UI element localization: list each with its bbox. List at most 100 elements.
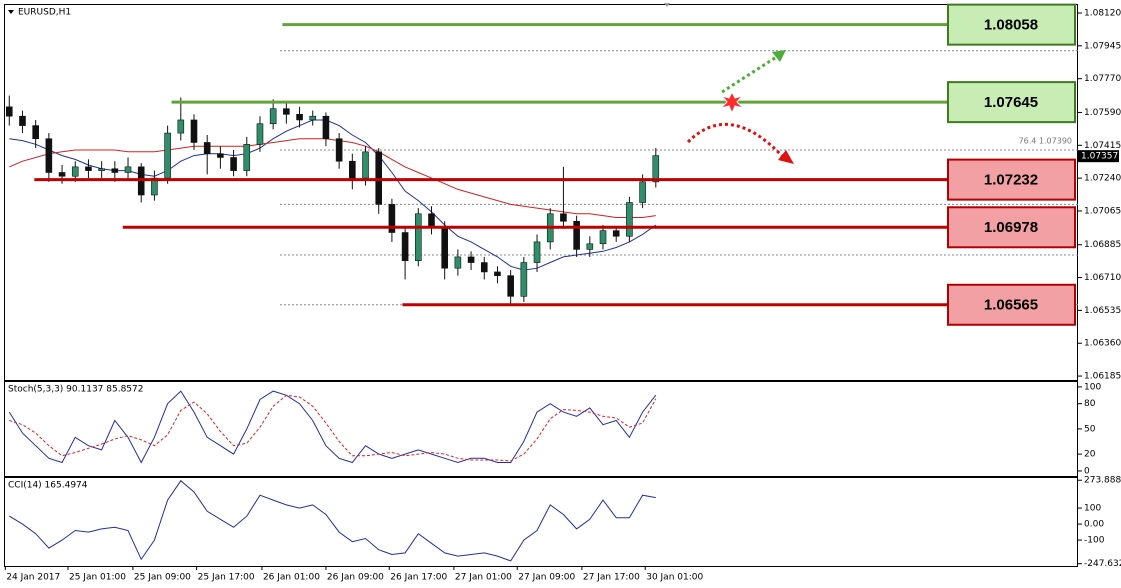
y-tick-label: 100 — [1084, 382, 1101, 392]
y-tick-label: 273.8884 — [1084, 476, 1121, 486]
level-label: 1.07232 — [984, 172, 1038, 189]
y-tick-label: 0.00 — [1084, 520, 1104, 530]
candle-body — [269, 108, 277, 125]
x-tick-label: 26 Jan 17:00 — [390, 573, 447, 583]
panel-title: Stoch(5,3,3) 90.1137 85.8572 — [8, 385, 143, 395]
candle-body — [612, 230, 620, 237]
panel-frames — [4, 4, 1078, 567]
level-label: 1.07645 — [984, 94, 1038, 111]
y-tick-label: 20 — [1084, 450, 1096, 460]
y-tick-label: 100 — [1084, 504, 1101, 514]
x-tick-label: 30 Jan 01:00 — [646, 573, 703, 583]
x-tick-label: 26 Jan 09:00 — [327, 573, 384, 583]
menu-triangle[interactable] — [8, 10, 14, 14]
candle-body — [58, 172, 66, 177]
candle-body — [375, 151, 383, 205]
marks: EURUSD,H1 1.08120 1.07945 1.07770 1.07590 1.0… — [4, 3, 1121, 583]
y-tick-label: 1.06535 — [1084, 306, 1121, 316]
level-label: 1.08058 — [984, 17, 1038, 34]
candle-body — [19, 115, 26, 126]
line — [8, 390, 657, 464]
up-arrow — [721, 54, 779, 94]
candle-body — [309, 115, 317, 121]
level-label: 1.06565 — [984, 297, 1038, 314]
y-tick-label: 1.07945 — [1084, 41, 1121, 51]
candle-body — [111, 168, 119, 173]
level-box — [947, 206, 1076, 249]
y-tick-label: 1.07415 — [1084, 141, 1121, 151]
candle-body — [71, 166, 79, 177]
candle-body — [599, 230, 607, 245]
candle-body — [217, 153, 224, 158]
y-tick-label: 1.06185 — [1084, 372, 1121, 382]
y-tick-label: 50 — [1084, 424, 1096, 434]
current-price-box — [1078, 150, 1119, 163]
candle-body — [480, 262, 488, 273]
candle-body — [507, 275, 514, 297]
x-tick-label: 26 Jan 01:00 — [263, 573, 320, 583]
candle-body — [626, 202, 633, 237]
candle-body — [401, 232, 409, 261]
candle-body — [573, 220, 580, 250]
y-tick-label: 1.07770 — [1084, 74, 1121, 84]
candle-body — [520, 262, 528, 297]
candle-body — [85, 166, 92, 171]
y-tick-label: -247.6326 — [1084, 559, 1121, 569]
level-box — [947, 81, 1076, 124]
level-box — [947, 283, 1076, 326]
candle-body — [98, 168, 105, 171]
x-tick-label: 27 Jan 01:00 — [455, 573, 512, 583]
level-label: 1.06978 — [984, 219, 1038, 236]
candle-body — [5, 106, 13, 117]
fib-annotation: 76.4 1.07390 — [1019, 136, 1072, 145]
y-tick-label: 1.07240 — [1084, 174, 1121, 184]
x-tick-label: 25 Jan 17:00 — [198, 573, 255, 583]
candle-body — [256, 123, 264, 145]
candle-body — [322, 115, 330, 140]
y-tick-label: -100 — [1084, 536, 1105, 546]
level-box — [947, 158, 1076, 201]
candle-body — [190, 119, 198, 143]
candle-body — [414, 213, 422, 261]
y-tick-label: 0 — [1084, 466, 1090, 476]
candle-body — [560, 213, 567, 222]
candle-body — [124, 166, 132, 173]
level-box — [947, 3, 1076, 46]
y-tick-label: 1.08120 — [1084, 9, 1121, 19]
line — [9, 394, 657, 462]
y-tick-label: 1.06360 — [1084, 339, 1121, 349]
candle-body — [45, 138, 53, 173]
up-arrow-head — [772, 50, 786, 62]
down-arrow — [686, 122, 786, 160]
line — [9, 138, 656, 218]
candle-body — [586, 243, 594, 250]
candle-body — [177, 119, 185, 134]
candle-body — [441, 226, 448, 269]
candle-body — [32, 125, 39, 140]
x-tick-label: 25 Jan 01:00 — [69, 573, 126, 583]
candle-body — [283, 108, 290, 115]
candle-body — [454, 256, 462, 269]
candle-body — [230, 157, 237, 171]
x-tick-label: 27 Jan 17:00 — [583, 573, 640, 583]
candle-body — [151, 177, 158, 196]
candle-body — [494, 271, 501, 276]
y-tick-label: 1.07590 — [1084, 108, 1121, 118]
x-tick-label: 25 Jan 09:00 — [134, 573, 191, 583]
y-tick-label: 80 — [1084, 399, 1096, 409]
scroll-marker — [664, 3, 670, 7]
panel-title: CCI(14) 165.4974 — [8, 481, 88, 491]
candle-body — [428, 213, 435, 228]
current-price-label: 1.07357 — [1081, 152, 1118, 162]
candle-body — [533, 241, 541, 263]
x-tick-label: 27 Jan 09:00 — [518, 573, 575, 583]
candle-body — [203, 142, 211, 155]
panel-title: EURUSD,H1 — [18, 8, 71, 18]
candle-body — [164, 132, 171, 179]
x-tick-label: 24 Jan 2017 — [6, 573, 60, 583]
breakout-star — [719, 90, 745, 115]
y-tick-label: 1.06710 — [1084, 273, 1121, 283]
candle-body — [296, 114, 303, 121]
